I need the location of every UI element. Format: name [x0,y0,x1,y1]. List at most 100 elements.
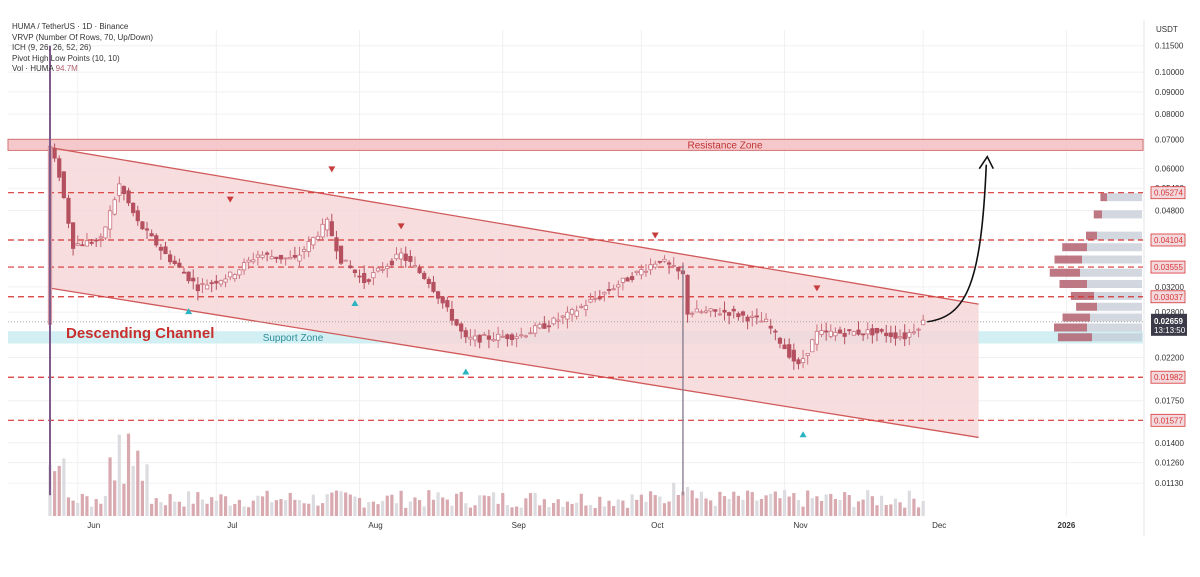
price-level-tag[interactable] [1150,260,1186,274]
y-tick-label: 0.10000 [1155,68,1184,77]
y-tick-label: 0.01130 [1155,479,1184,488]
candle-body [486,335,492,340]
volume-bar [662,503,667,516]
candle-body [232,274,237,280]
volume-bar [612,506,616,516]
volume-bar [889,504,893,516]
candle-body [708,308,713,312]
candle-body [306,241,311,252]
candle-body [722,309,727,313]
volume-bar [205,503,209,516]
price-level-tag[interactable] [1150,370,1186,384]
volume-bar [150,503,154,516]
candle-body [643,270,649,273]
candle-body [713,309,718,312]
candle-body [482,334,487,336]
price-level-tag[interactable] [1150,233,1186,247]
candle-body [509,334,515,340]
volume-bar [732,491,736,516]
volume-bar [76,502,80,516]
candle-body [897,336,903,339]
volume-bar [85,496,89,516]
pivot-low-marker [185,308,193,315]
candle-body [828,330,833,337]
volume-bar [131,465,135,516]
candle-body [666,262,672,265]
candle-body [593,297,598,300]
candle-body [348,265,353,269]
volume-bar [316,505,320,516]
candle-body [297,254,302,262]
legend-volume[interactable]: Vol · HUMA 94.7M [12,64,153,75]
volume-bar [616,499,620,516]
candle-body [847,329,852,332]
current-price-tag[interactable] [1151,313,1187,336]
markers-layer [185,155,994,438]
volume-bar [746,490,750,516]
candle-body [357,275,362,278]
volume-bar [551,502,556,516]
candle-body [440,296,445,304]
volume-bar [829,493,833,516]
support-zone-label: Support Zone [263,333,324,344]
legend-symbol[interactable]: HUMA / TetherUS · 1D · Binance [12,22,129,31]
volume-bar [787,496,791,516]
candle-body [385,265,390,270]
volume-bar [778,498,782,516]
candle-body [195,284,200,292]
volume-profile-down-bar [1107,193,1142,202]
candle-body [888,332,893,337]
price-level-tag[interactable] [1150,413,1186,427]
candle-body [759,320,764,323]
volume-bar [117,434,121,516]
candle-body [168,254,173,263]
volume-profile-up-bar [1062,313,1090,322]
candle-body [140,221,145,230]
price-level-tag[interactable] [1150,186,1186,200]
volume-bar [824,494,828,516]
volume-bar [145,464,149,516]
volume-bar [478,495,482,516]
volume-bar [709,500,713,516]
descending-channel-label: Descending Channel [66,325,214,342]
candle-body [338,245,344,264]
y-tick-label: 0.07000 [1155,135,1184,144]
candle-body [736,313,741,318]
candle-body [782,344,787,350]
volume-bar [884,504,888,516]
volume-bar [187,491,191,516]
candle-body [837,329,843,334]
volume-bar [154,498,158,516]
volume-bar [307,503,311,516]
legend-volume-label: Vol · HUMA [12,64,54,73]
volume-profile-down-bar [1102,210,1142,219]
volume-bar [454,493,459,516]
price-level-tag[interactable] [1150,290,1186,304]
volume-bar [103,495,108,516]
volume-bar [408,501,412,516]
candle-body [477,334,482,343]
candle-body [334,237,339,252]
volume-bar [607,500,611,516]
volume-bar [62,458,66,516]
candle-body [717,313,723,316]
candle-body [135,210,140,222]
volume-bar [163,505,168,516]
volume-bar [602,506,606,516]
volume-bar [473,505,477,516]
candle-body [916,328,921,331]
candle-body [177,262,182,268]
legend-ichimoku[interactable]: ICH (9, 26, 26, 52, 26) [12,43,92,52]
volume-bar [690,490,694,516]
legend-pivots[interactable]: Pivot High Low Points (10, 10) [12,53,120,63]
price-levels-layer [8,192,1143,421]
volume-bar [515,506,519,516]
candle-body [634,270,639,273]
candle-body [542,323,547,329]
volume-bar [413,497,417,516]
candle-body [204,284,210,290]
x-tick-label: Jul [227,521,237,530]
candle-body [787,344,792,358]
legend-vrvp[interactable]: VRVP (Number Of Rows, 70, Up/Down) [12,32,154,42]
